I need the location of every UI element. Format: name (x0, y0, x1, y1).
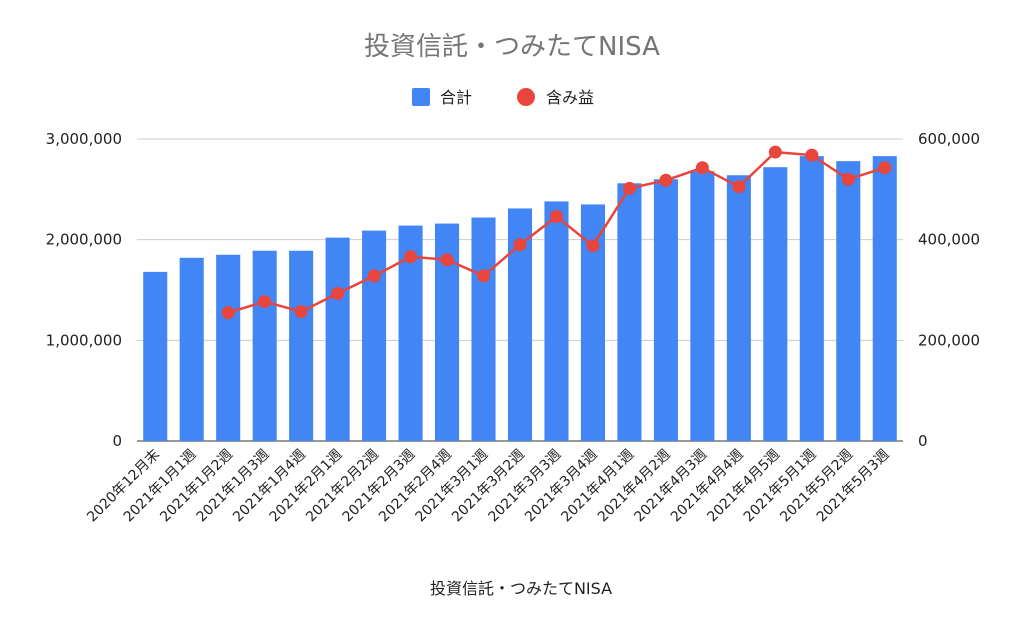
legend-swatch-total (412, 88, 430, 106)
legend-label-total: 合計 (440, 88, 472, 107)
bar (325, 237, 350, 441)
bar (872, 156, 897, 441)
y-right-tick-label: 600,000 (918, 130, 980, 148)
line-point (440, 253, 454, 267)
bar (252, 250, 277, 441)
y-right-tick-label: 0 (918, 432, 928, 450)
bar (836, 161, 861, 441)
line-point (878, 161, 892, 175)
y-right-tick-label: 200,000 (918, 331, 980, 349)
bar (143, 271, 168, 441)
line-point (221, 306, 235, 320)
y-left-tick-label: 3,000,000 (46, 130, 122, 148)
legend-label-unrealized: 含み益 (546, 88, 594, 107)
bar (289, 250, 314, 441)
line-point (477, 269, 491, 283)
bar (763, 167, 788, 442)
line-point (404, 250, 418, 264)
line-point (695, 161, 709, 175)
line-point (331, 287, 345, 301)
line-point (805, 148, 819, 162)
line-point (659, 173, 673, 187)
line-point (622, 181, 636, 195)
line-point (513, 238, 527, 252)
x-axis-title: 投資信託・つみたてNISA (430, 579, 612, 598)
y-left-tick-label: 2,000,000 (46, 231, 122, 249)
bar (216, 254, 241, 441)
y-left-tick-label: 0 (112, 432, 122, 450)
line-series-unrealized (221, 145, 892, 320)
line-point (367, 269, 381, 283)
bar (471, 217, 496, 441)
line-point (732, 180, 746, 194)
bar (690, 171, 715, 442)
line-point (768, 145, 782, 159)
line-point (841, 172, 855, 186)
y-right-tick-label: 400,000 (918, 231, 980, 249)
y-axis-left: 0 1,000,000 2,000,000 3,000,000 (46, 130, 122, 450)
y-left-tick-label: 1,000,000 (46, 331, 122, 349)
legend-swatch-unrealized (517, 88, 535, 106)
bar (653, 179, 678, 441)
line-point (549, 210, 563, 224)
bar (179, 257, 204, 441)
line-point (294, 305, 308, 319)
bar (799, 156, 824, 441)
bar (726, 175, 751, 442)
chart-title: 投資信託・つみたてNISA (364, 32, 660, 62)
line-point (586, 239, 600, 253)
bar-series-total (143, 156, 897, 442)
bar (544, 201, 569, 441)
bar (362, 230, 387, 441)
y-axis-right: 0 200,000 400,000 600,000 (918, 130, 980, 450)
legend: 合計 含み益 (412, 88, 594, 107)
line-point (258, 295, 272, 309)
bar (617, 183, 642, 441)
x-axis: 2020年12月末2021年1月1週2021年1月2週2021年1月3週2021… (84, 447, 892, 526)
